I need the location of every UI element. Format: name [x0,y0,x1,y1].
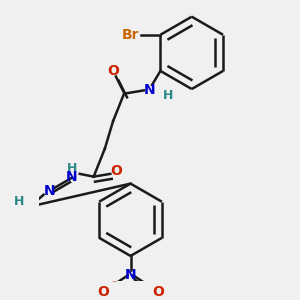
Text: H: H [67,162,77,175]
Text: H: H [163,89,174,103]
Text: O: O [110,164,122,178]
Text: H: H [14,195,24,208]
Text: N: N [43,184,55,198]
Text: N: N [65,170,77,184]
Text: O: O [97,285,109,299]
Text: O: O [152,285,164,299]
Text: ⁻: ⁻ [111,279,116,289]
Text: N: N [125,268,136,282]
Text: N: N [143,83,155,98]
Text: O: O [107,64,119,78]
Text: Br: Br [122,28,140,42]
